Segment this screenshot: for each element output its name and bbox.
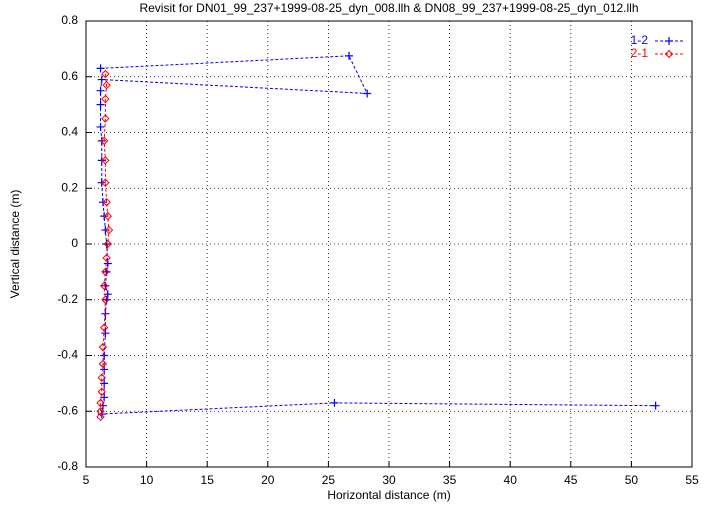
- y-tick-label: 0.2: [61, 180, 78, 194]
- x-tick-label: 20: [261, 473, 275, 487]
- x-tick-label: 50: [625, 473, 639, 487]
- data-point: [99, 323, 109, 332]
- data-point: [96, 398, 105, 408]
- data-point: [100, 351, 109, 360]
- x-tick-label: 55: [685, 473, 699, 487]
- x-tick-label: 10: [140, 473, 154, 487]
- y-tick-label: -0.2: [57, 292, 78, 306]
- data-point: [97, 373, 106, 383]
- x-tick-label: 45: [564, 473, 578, 487]
- x-tick-label: 15: [201, 473, 215, 487]
- data-point: [98, 359, 108, 369]
- legend-label: 1-2: [631, 33, 649, 47]
- data-point: [651, 401, 660, 410]
- data-point: [97, 387, 106, 396]
- data-point: [100, 393, 109, 402]
- data-point: [103, 239, 113, 249]
- data-point: [103, 211, 113, 221]
- x-tick-label: 25: [322, 473, 336, 487]
- y-tick-label: 0.6: [61, 69, 78, 83]
- data-point: [363, 89, 372, 98]
- data-point: [99, 281, 109, 291]
- data-point: [96, 122, 105, 131]
- data-point: [101, 178, 110, 187]
- y-tick-label: -0.4: [57, 348, 78, 362]
- y-axis-label: Vertical distance (m): [8, 190, 22, 299]
- x-tick-label: 5: [83, 473, 90, 487]
- data-point: [96, 86, 105, 95]
- data-point: [101, 156, 110, 165]
- data-point: [101, 114, 110, 123]
- data-point: [104, 225, 114, 235]
- data-point: [102, 253, 111, 263]
- y-tick-label: 0: [71, 236, 78, 250]
- y-tick-label: -0.8: [57, 459, 78, 473]
- legend-label: 2-1: [631, 46, 649, 60]
- data-point: [101, 295, 110, 304]
- x-tick-label: 30: [382, 473, 396, 487]
- data-point: [96, 64, 105, 73]
- legend-marker: [664, 49, 674, 59]
- data-point: [101, 69, 110, 79]
- legend-marker: [665, 37, 673, 45]
- data-point: [345, 51, 354, 60]
- plot-frame: [85, 20, 693, 468]
- x-axis-label: Horizontal distance (m): [327, 488, 450, 502]
- y-tick-label: 0.8: [61, 13, 78, 27]
- chart-title: Revisit for DN01_99_237+1999-08-25_dyn_0…: [139, 1, 638, 15]
- data-point: [97, 75, 106, 84]
- data-point: [101, 94, 110, 104]
- data-point: [99, 136, 109, 146]
- data-point: [102, 197, 111, 207]
- x-tick-label: 35: [443, 473, 457, 487]
- data-point: [102, 80, 111, 90]
- x-tick-label: 40: [504, 473, 518, 487]
- y-tick-label: -0.6: [57, 403, 78, 417]
- y-tick-label: 0.4: [61, 125, 78, 139]
- data-point: [101, 267, 110, 277]
- series-line: [100, 55, 656, 415]
- data-point: [96, 407, 105, 416]
- data-point: [96, 100, 105, 109]
- data-point: [96, 412, 105, 422]
- data-point: [98, 342, 108, 352]
- data-point: [330, 398, 339, 407]
